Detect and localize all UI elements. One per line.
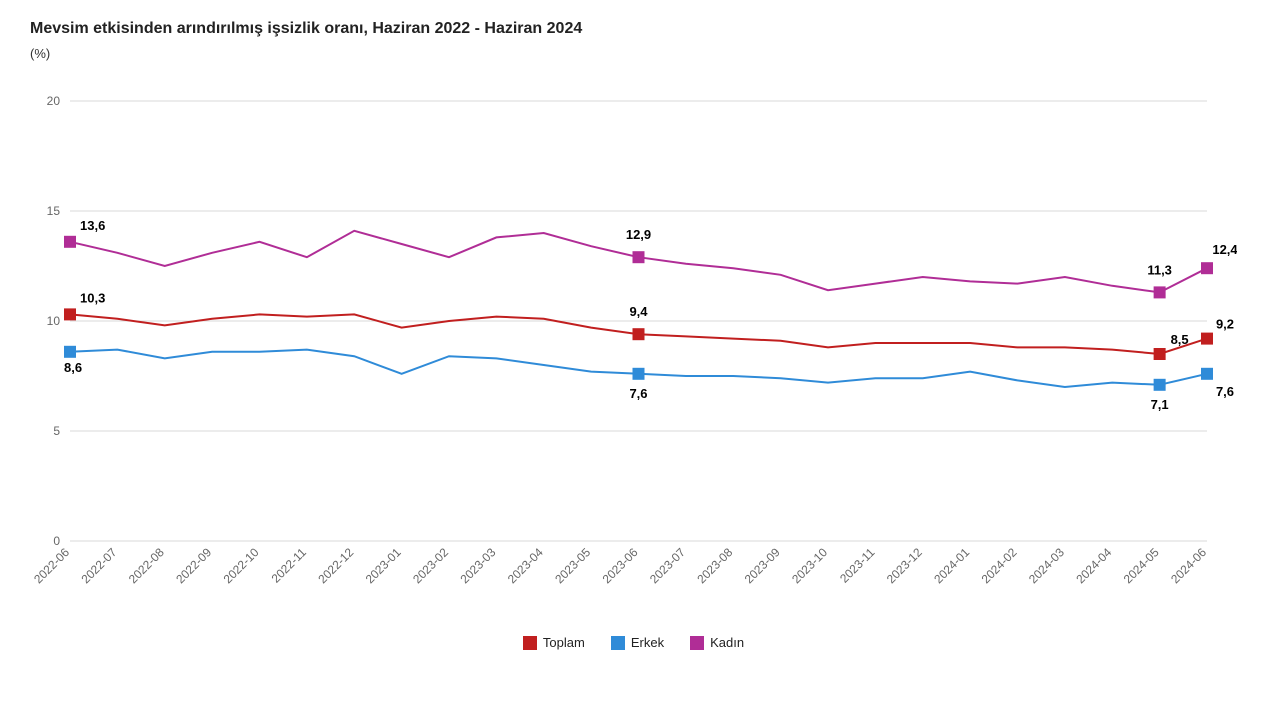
svg-text:0: 0 xyxy=(53,534,60,548)
svg-text:2022-10: 2022-10 xyxy=(221,545,262,586)
svg-text:2023-04: 2023-04 xyxy=(505,545,546,586)
svg-text:20: 20 xyxy=(47,94,61,108)
svg-text:2022-06: 2022-06 xyxy=(31,545,72,586)
svg-text:9,2: 9,2 xyxy=(1216,317,1234,332)
chart-subtitle: (%) xyxy=(30,46,1237,61)
svg-text:10,3: 10,3 xyxy=(80,290,105,305)
legend-swatch-toplam xyxy=(523,636,537,650)
svg-text:12,4: 12,4 xyxy=(1212,242,1237,257)
svg-text:2022-09: 2022-09 xyxy=(173,545,214,586)
svg-text:2023-11: 2023-11 xyxy=(837,545,878,586)
legend-item-erkek: Erkek xyxy=(611,635,664,650)
svg-text:2023-06: 2023-06 xyxy=(600,545,641,586)
svg-text:2022-11: 2022-11 xyxy=(269,545,310,586)
svg-text:2023-12: 2023-12 xyxy=(884,545,925,586)
legend-label-toplam: Toplam xyxy=(543,635,585,650)
svg-text:8,5: 8,5 xyxy=(1171,332,1189,347)
svg-text:7,6: 7,6 xyxy=(629,386,647,401)
svg-text:2024-05: 2024-05 xyxy=(1121,545,1162,586)
legend-item-toplam: Toplam xyxy=(523,635,585,650)
svg-text:2024-01: 2024-01 xyxy=(931,545,972,586)
svg-text:5: 5 xyxy=(53,424,60,438)
svg-text:2023-08: 2023-08 xyxy=(694,545,735,586)
svg-text:9,4: 9,4 xyxy=(629,304,648,319)
svg-text:2023-10: 2023-10 xyxy=(789,545,830,586)
svg-text:2023-05: 2023-05 xyxy=(552,545,593,586)
svg-text:2024-03: 2024-03 xyxy=(1026,545,1067,586)
svg-text:11,3: 11,3 xyxy=(1147,262,1172,277)
svg-text:8,6: 8,6 xyxy=(64,360,82,375)
svg-text:2022-08: 2022-08 xyxy=(126,545,167,586)
svg-text:2023-01: 2023-01 xyxy=(363,545,404,586)
chart-title: Mevsim etkisinden arındırılmış işsizlik … xyxy=(30,20,1237,38)
legend-swatch-erkek xyxy=(611,636,625,650)
svg-text:2023-09: 2023-09 xyxy=(742,545,783,586)
svg-text:2024-06: 2024-06 xyxy=(1168,545,1209,586)
svg-text:13,6: 13,6 xyxy=(80,218,105,233)
svg-text:2023-03: 2023-03 xyxy=(457,545,498,586)
legend-swatch-kadin xyxy=(690,636,704,650)
svg-text:12,9: 12,9 xyxy=(626,227,651,242)
line-chart-svg: 051015202022-062022-072022-082022-092022… xyxy=(30,71,1237,631)
chart-page: Mevsim etkisinden arındırılmış işsizlik … xyxy=(0,0,1267,718)
legend-item-kadin: Kadın xyxy=(690,635,744,650)
svg-text:2023-07: 2023-07 xyxy=(647,545,688,586)
svg-text:2024-02: 2024-02 xyxy=(979,545,1020,586)
svg-text:7,6: 7,6 xyxy=(1216,384,1234,399)
svg-text:2023-02: 2023-02 xyxy=(410,545,451,586)
svg-text:7,1: 7,1 xyxy=(1151,397,1169,412)
legend-label-erkek: Erkek xyxy=(631,635,664,650)
chart-legend: Toplam Erkek Kadın xyxy=(30,635,1237,650)
svg-text:2022-12: 2022-12 xyxy=(315,545,356,586)
svg-text:15: 15 xyxy=(47,204,61,218)
chart-area: 051015202022-062022-072022-082022-092022… xyxy=(30,71,1237,631)
svg-text:2024-04: 2024-04 xyxy=(1073,545,1114,586)
legend-label-kadin: Kadın xyxy=(710,635,744,650)
svg-text:10: 10 xyxy=(47,314,61,328)
svg-text:2022-07: 2022-07 xyxy=(78,545,119,586)
